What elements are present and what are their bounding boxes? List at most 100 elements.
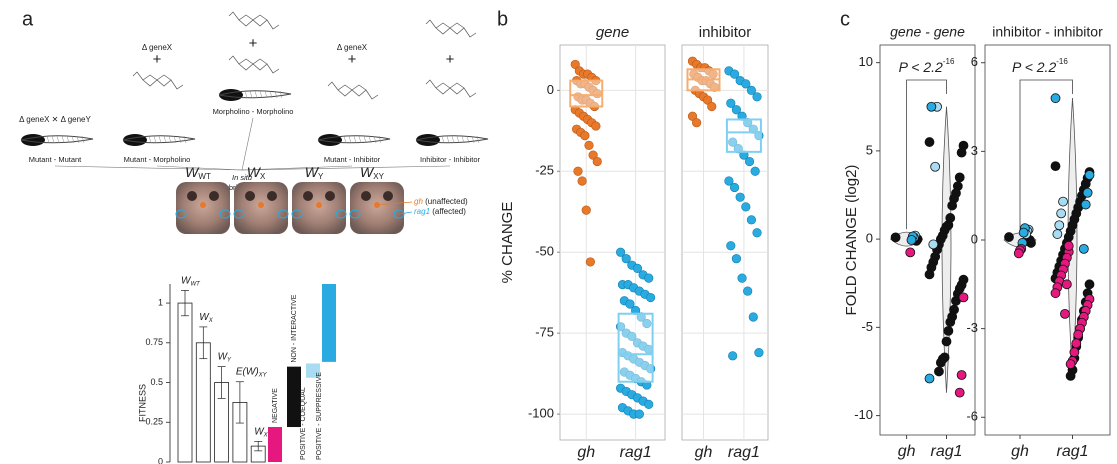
data-point: [890, 232, 901, 243]
data-point: [573, 166, 583, 176]
molecule: [132, 71, 144, 81]
y-tick-label: -10: [854, 407, 873, 422]
treatment-text: Δ geneX ✕ Δ geneY: [19, 115, 91, 124]
embryo-stripe: [466, 135, 470, 144]
data-point: [947, 200, 958, 211]
data-point: [954, 387, 965, 398]
embryo-stripe: [76, 135, 80, 144]
panel-title: inhibitor - inhibitor: [992, 24, 1103, 40]
treatment-text: +: [249, 35, 258, 52]
y-axis-label: % CHANGE: [499, 202, 516, 284]
data-point: [581, 205, 591, 215]
embryo-stripe: [46, 135, 50, 144]
data-point: [692, 118, 702, 128]
embryo-body: [415, 135, 489, 144]
data-point: [956, 370, 967, 380]
data-point: [726, 98, 736, 108]
data-point: [585, 257, 595, 267]
x-tick-label: rag1: [620, 444, 652, 461]
significance-bracket: [1019, 79, 1073, 230]
annotation: P < 2.2-16: [1012, 57, 1068, 75]
embryo-label: WWT: [185, 164, 211, 181]
embryo-yolk: [318, 134, 342, 146]
y-tick-label: -75: [535, 325, 554, 340]
treatment-label: Morpholino - Morpholino: [213, 107, 294, 116]
embryo-stripe: [274, 90, 278, 99]
legend-note: (affected): [432, 207, 466, 216]
data-point: [935, 357, 946, 368]
eye: [361, 191, 371, 201]
data-point: [634, 409, 644, 419]
molecule: [238, 58, 268, 71]
label-sub: WT: [190, 281, 201, 287]
data-point: [958, 292, 969, 303]
y-tick-label: 6: [971, 54, 978, 69]
embryo-stripe: [66, 135, 70, 144]
embryo-stripe: [358, 135, 362, 144]
data-point: [743, 286, 753, 296]
embryo-stripe: [451, 135, 455, 144]
data-point: [748, 312, 758, 322]
label-sub: XY: [258, 372, 268, 378]
rag1-spot: [277, 209, 289, 219]
gh-spot: [316, 202, 322, 208]
data-point: [591, 121, 601, 131]
data-point: [1069, 347, 1080, 358]
data-point: [741, 202, 751, 212]
eye: [325, 191, 335, 201]
molecule: [327, 81, 339, 91]
embryo-label: WXY: [360, 164, 385, 181]
treatment-label: Inhibitor - Inhibitor: [420, 155, 481, 164]
annotation-sup: -16: [1056, 57, 1068, 66]
panel-label: c: [840, 8, 850, 30]
connector: [156, 165, 243, 171]
label-symbol: W: [254, 426, 265, 437]
label-symbol: W: [185, 164, 200, 180]
embryo-stripe: [163, 135, 167, 144]
molecule: [337, 84, 367, 97]
embryo-stripe: [173, 135, 177, 144]
embryo-yolk: [416, 134, 440, 146]
data-point: [1061, 279, 1072, 290]
treatment-label: Mutant - Mutant: [29, 155, 82, 164]
y-tick-label: -5: [861, 319, 873, 334]
label-symbol: W: [181, 275, 192, 286]
data-point: [731, 105, 742, 115]
data-point: [687, 111, 698, 121]
rag1-spot: [175, 209, 187, 219]
eye: [303, 191, 313, 201]
data-point: [726, 241, 736, 251]
data-point: [627, 331, 637, 341]
label-sub: XY: [263, 432, 273, 438]
panel-title: gene: [596, 24, 629, 41]
data-point: [1054, 220, 1065, 231]
embryo-stripe: [456, 135, 460, 144]
range-bar: [306, 363, 320, 378]
data-point: [644, 399, 654, 409]
data-point: [905, 247, 916, 258]
legend-entry: gh (unaffected): [414, 197, 468, 206]
data-point: [707, 101, 717, 112]
y-tick-label: 1: [158, 297, 163, 307]
eye: [187, 191, 197, 201]
embryo-stripe: [363, 135, 367, 144]
molecule: [228, 55, 240, 65]
data-point: [754, 347, 764, 358]
embryo-body: [20, 135, 94, 144]
hybridisation-text: In situ: [232, 173, 253, 182]
data-point: [1050, 288, 1061, 299]
annotation: P < 2.2-16: [899, 57, 955, 75]
data-point: [906, 235, 917, 245]
embryo-stripe: [148, 135, 152, 144]
panel-label: b: [497, 8, 508, 30]
data-point: [746, 85, 757, 95]
data-point: [926, 101, 937, 112]
data-point: [928, 239, 939, 250]
data-point: [1073, 329, 1084, 340]
range-label: NEGATIVE: [272, 388, 279, 423]
eye: [245, 191, 255, 201]
data-point: [1050, 161, 1061, 172]
data-point: [735, 192, 745, 202]
embryo-body: [218, 90, 292, 99]
rag1-spot: [219, 209, 231, 219]
